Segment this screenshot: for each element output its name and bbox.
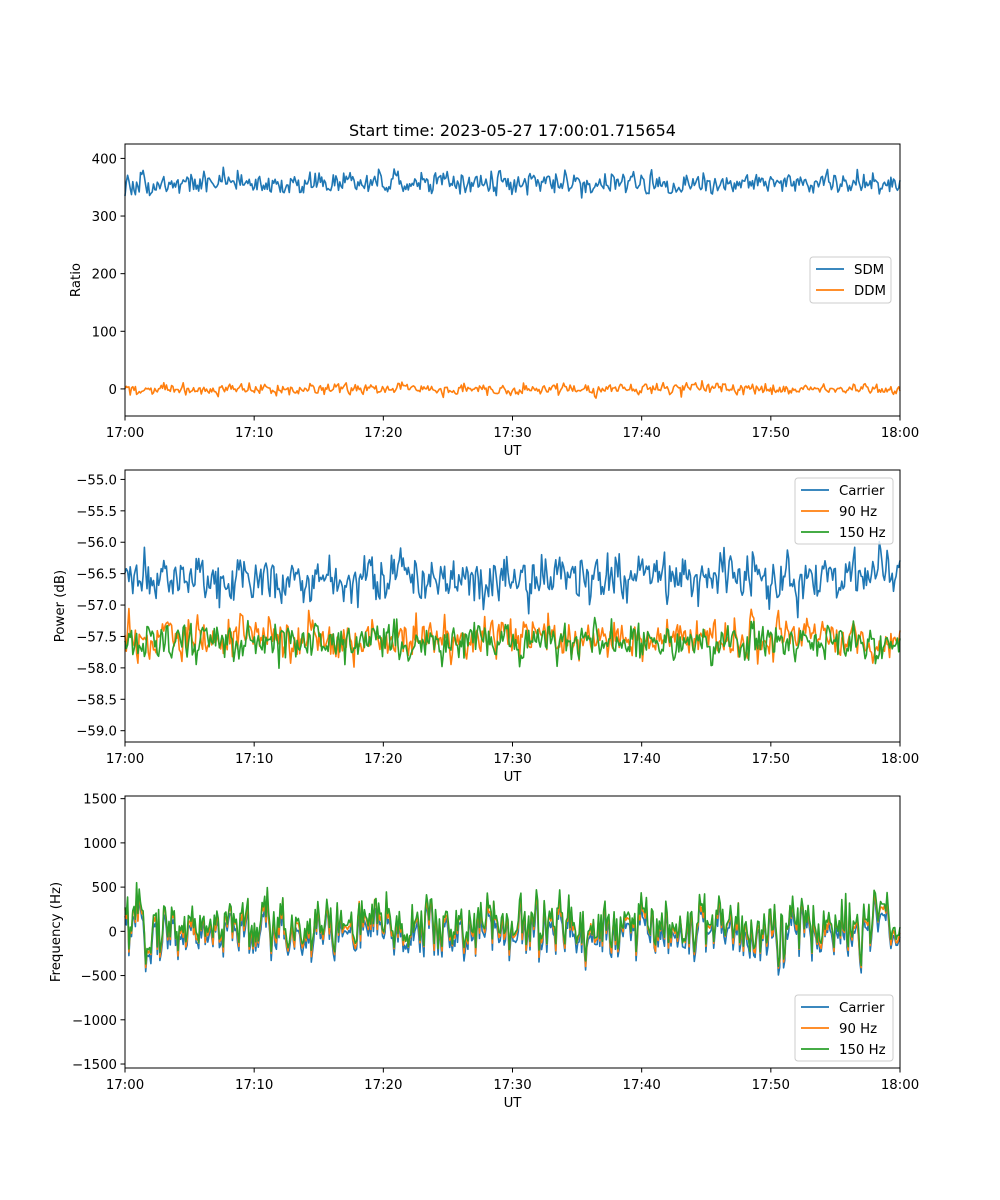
x-tick-label: 17:20 <box>364 1078 402 1093</box>
power-panel: 17:00 17:10 17:20 17:30 17:40 17:50 18:00 −55.0… <box>53 469 919 785</box>
y-axis-label: Power (dB) <box>53 570 68 642</box>
legend: Carrier 90 Hz 150 Hz <box>794 994 894 1062</box>
legend-entry: DDM <box>854 284 886 299</box>
ratio-panel: 17:00 17:10 17:20 17:30 17:40 17:50 18:00 0 100 2… <box>69 143 919 459</box>
x-tick-label: 17:00 <box>106 426 144 441</box>
y-tick-label: −1000 <box>72 1014 117 1029</box>
x-axis-label: UT <box>504 444 523 459</box>
y-tick-label: −55.5 <box>76 505 117 520</box>
y-tick-label: −500 <box>80 970 117 985</box>
legend-entry: 150 Hz <box>839 1043 886 1058</box>
series-line-ddm <box>124 379 901 399</box>
y-tick-label: 0 <box>109 383 117 398</box>
y-tick-label: 1000 <box>83 837 117 852</box>
x-tick-label: 17:10 <box>235 1078 273 1093</box>
series-line-carrier <box>124 540 901 619</box>
x-tick-label: 17:50 <box>752 752 790 767</box>
y-tick-label: −57.5 <box>76 630 117 645</box>
y-tick-label: −56.0 <box>76 536 117 551</box>
y-axis-label: Ratio <box>69 263 84 297</box>
series-line-150-hz <box>124 616 901 670</box>
y-tick-label: 300 <box>92 210 117 225</box>
x-tick-label: 17:40 <box>623 426 661 441</box>
x-tick-label: 17:30 <box>493 426 531 441</box>
legend-entry: SDM <box>854 263 884 278</box>
y-tick-label: 200 <box>92 268 117 283</box>
x-tick-label: 17:30 <box>493 1078 531 1093</box>
x-axis-label: UT <box>504 1096 523 1111</box>
series-line-150-hz <box>124 881 901 968</box>
x-tick-label: 17:30 <box>493 752 531 767</box>
x-tick-label: 17:10 <box>235 752 273 767</box>
y-tick-label: −56.5 <box>76 568 117 583</box>
series-line-sdm <box>124 166 901 199</box>
axes-frame <box>124 469 901 743</box>
legend-entry: 90 Hz <box>839 505 877 520</box>
y-tick-label: 0 <box>109 925 117 940</box>
y-axis-label: Frequency (Hz) <box>49 882 64 982</box>
figure-title: Start time: 2023-05-27 17:00:01.715654 <box>349 121 676 140</box>
x-tick-label: 17:20 <box>364 426 402 441</box>
x-tick-label: 17:40 <box>623 752 661 767</box>
legend-entry: 150 Hz <box>839 526 886 541</box>
x-tick-label: 18:00 <box>881 1078 919 1093</box>
legend-entry: Carrier <box>839 1001 885 1016</box>
x-tick-label: 18:00 <box>881 752 919 767</box>
y-tick-label: −55.0 <box>76 473 117 488</box>
x-tick-label: 17:00 <box>106 1078 144 1093</box>
x-tick-label: 17:50 <box>752 426 790 441</box>
x-tick-label: 17:50 <box>752 1078 790 1093</box>
legend: Carrier 90 Hz 150 Hz <box>794 477 894 545</box>
legend-box <box>794 994 894 1062</box>
legend-entry: 90 Hz <box>839 1022 877 1037</box>
y-tick-label: 400 <box>92 152 117 167</box>
legend: SDM DDM <box>809 256 892 304</box>
y-tick-label: −57.0 <box>76 599 117 614</box>
x-tick-label: 17:20 <box>364 752 402 767</box>
x-tick-label: 17:00 <box>106 752 144 767</box>
y-tick-label: 500 <box>92 881 117 896</box>
y-tick-label: 100 <box>92 325 117 340</box>
frequency-panel: 17:00 17:10 17:20 17:30 17:40 17:50 18:00 1500 1… <box>49 793 919 1111</box>
x-axis-label: UT <box>504 770 523 785</box>
y-tick-label: 1500 <box>83 793 117 808</box>
y-tick-label: −1500 <box>72 1058 117 1073</box>
x-tick-label: 17:10 <box>235 426 273 441</box>
x-tick-label: 17:40 <box>623 1078 661 1093</box>
y-tick-label: −59.0 <box>76 725 117 740</box>
y-tick-label: −58.0 <box>76 662 117 677</box>
x-tick-label: 18:00 <box>881 426 919 441</box>
legend-box <box>794 477 894 545</box>
legend-entry: Carrier <box>839 484 885 499</box>
y-tick-label: −58.5 <box>76 693 117 708</box>
